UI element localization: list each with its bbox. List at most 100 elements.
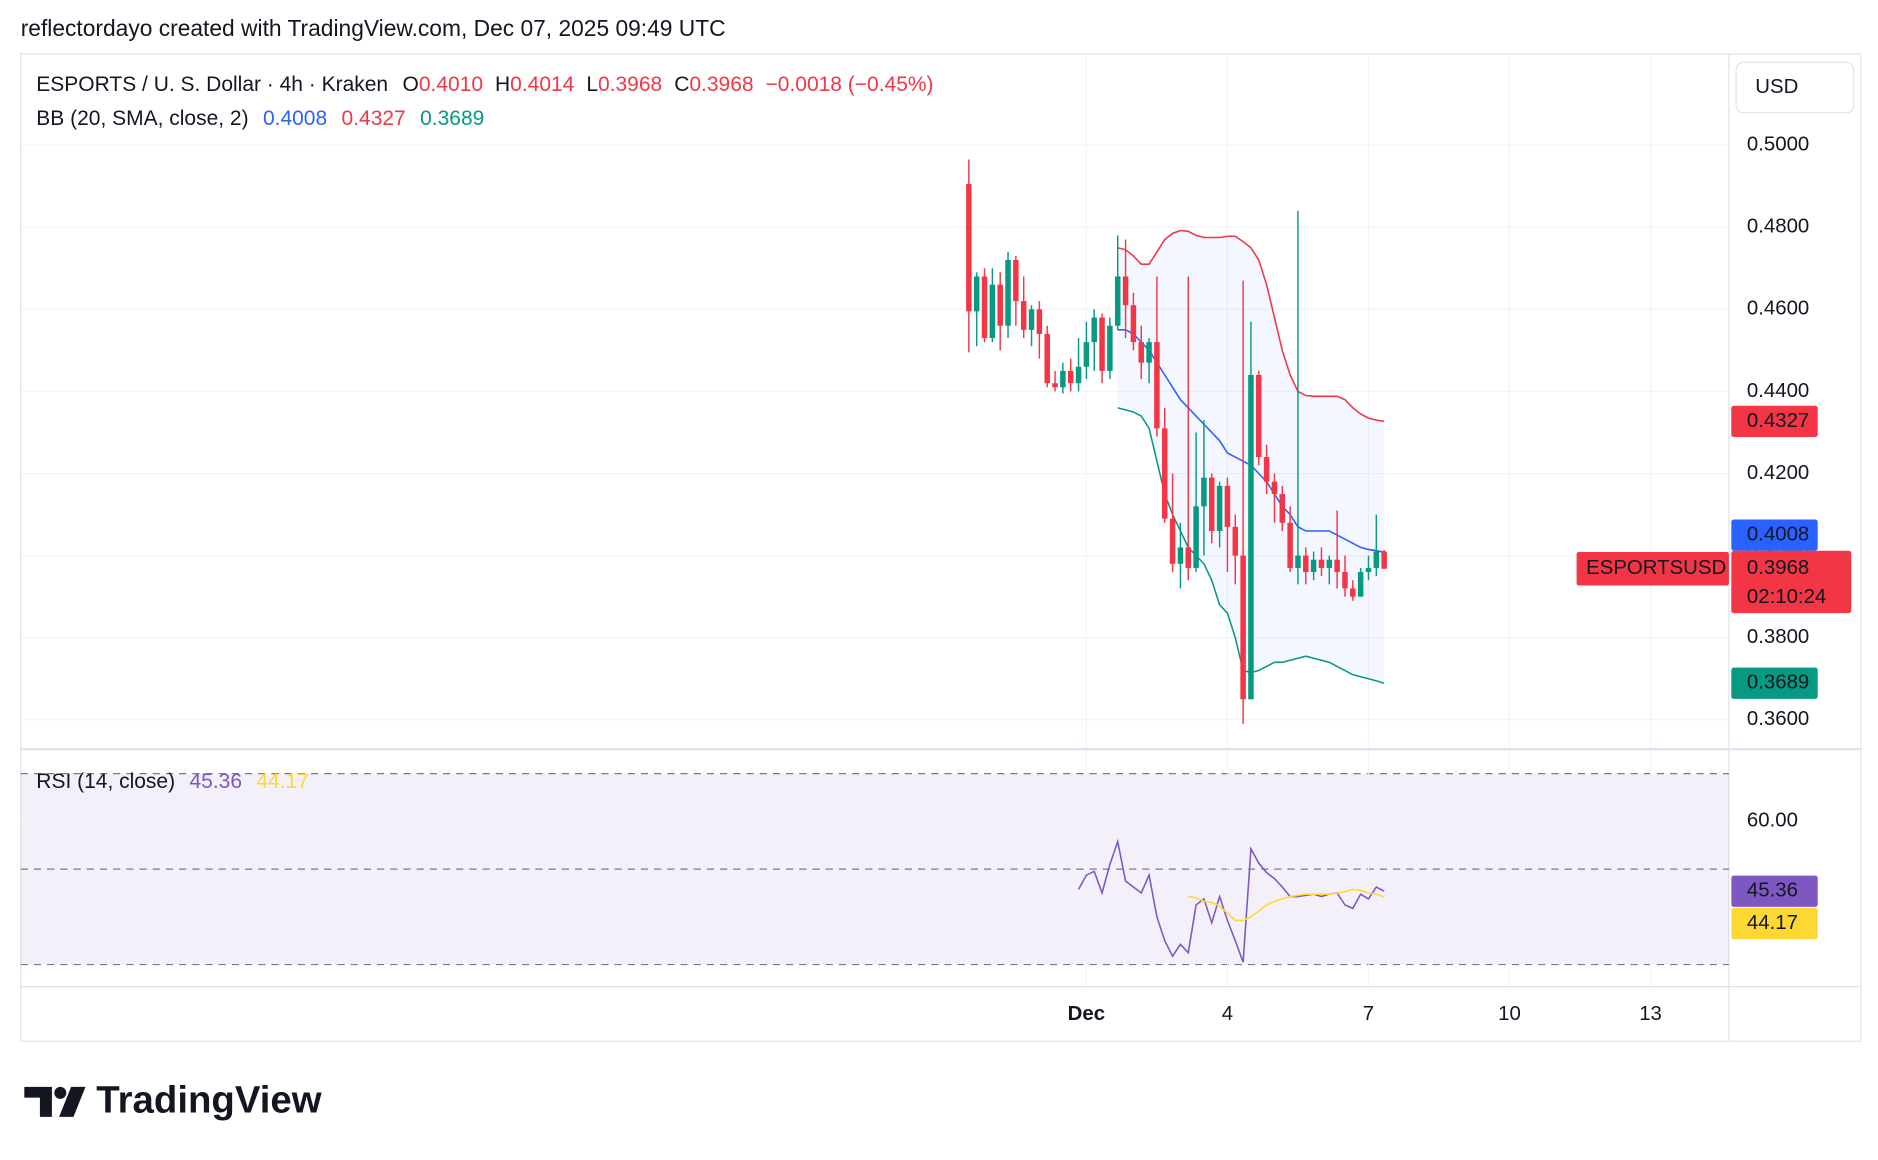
candle-body bbox=[1224, 485, 1231, 527]
candle-body bbox=[1154, 342, 1160, 429]
candle-body bbox=[1099, 317, 1105, 371]
candle-body bbox=[1036, 309, 1043, 334]
legend-text: RSI (14, close) bbox=[36, 770, 175, 793]
frame bbox=[20, 53, 1862, 1042]
candle-body bbox=[1263, 457, 1270, 482]
candle-body bbox=[1052, 383, 1058, 388]
candle-body bbox=[1138, 342, 1144, 363]
legend-text: ESPORTS / U. S. Dollar · 4h · Kraken bbox=[36, 73, 388, 96]
candle-body bbox=[1326, 559, 1333, 568]
candle-body bbox=[1357, 572, 1364, 597]
y-tick-label: 0.4200 bbox=[1747, 462, 1809, 484]
candle-body bbox=[981, 276, 988, 339]
symbol-tag-bg bbox=[1576, 551, 1729, 586]
legend-text: 0.4014 bbox=[510, 73, 575, 96]
price-tag-bg bbox=[1731, 667, 1818, 699]
rsi-tag-bg bbox=[1731, 908, 1818, 940]
candle-body bbox=[1177, 547, 1184, 564]
brand-name: TradingView bbox=[96, 1079, 321, 1122]
candle-body bbox=[1169, 518, 1176, 564]
close-tag-bg bbox=[1731, 550, 1852, 614]
symbol-tag: ESPORTSUSD bbox=[1586, 557, 1726, 579]
rsi-band bbox=[20, 773, 1729, 965]
candle-body bbox=[1287, 522, 1293, 568]
candle-body bbox=[1028, 309, 1035, 330]
candle-body bbox=[1107, 325, 1113, 371]
legend-text: C bbox=[674, 73, 689, 96]
x-tick-label: 7 bbox=[1363, 1003, 1374, 1025]
candle-body bbox=[997, 284, 1003, 326]
x-tick-label: 10 bbox=[1498, 1003, 1521, 1025]
candle-body bbox=[1318, 559, 1325, 568]
candle-body bbox=[1201, 477, 1207, 507]
candle-body bbox=[1271, 481, 1278, 495]
legend-text: H bbox=[495, 73, 510, 96]
y-tick-label: 0.3800 bbox=[1747, 626, 1809, 648]
candle-body bbox=[1381, 551, 1387, 569]
logo-dot bbox=[54, 1086, 67, 1099]
candle-body bbox=[1365, 567, 1372, 573]
candle-body bbox=[1060, 370, 1066, 388]
candle-body bbox=[1240, 555, 1246, 700]
close-tag: 0.3968 bbox=[1747, 557, 1809, 579]
candle-body bbox=[1005, 260, 1011, 326]
candle-body bbox=[966, 184, 972, 312]
candle-body bbox=[1044, 333, 1050, 384]
price-tag: 0.4327 bbox=[1747, 410, 1809, 432]
logo-mark bbox=[24, 1086, 52, 1117]
legend-text: 0.3968 bbox=[598, 73, 662, 96]
y-tick-label: 0.4600 bbox=[1747, 298, 1809, 320]
candle-body bbox=[1162, 428, 1168, 519]
countdown: 02:10:24 bbox=[1747, 586, 1826, 608]
candle-body bbox=[1130, 305, 1137, 343]
rsi-tag: 45.36 bbox=[1747, 880, 1798, 902]
currency[interactable]: USD bbox=[1755, 76, 1798, 98]
currency-box[interactable] bbox=[1735, 61, 1855, 114]
candle-body bbox=[1122, 276, 1129, 306]
price-tag-bg bbox=[1731, 519, 1818, 551]
legend-text: O bbox=[403, 73, 419, 96]
brand-logo bbox=[24, 1086, 86, 1117]
y-tick-label: 60.00 bbox=[1747, 810, 1798, 832]
legend-text: −0.0018 (−0.45%) bbox=[766, 73, 934, 96]
candle-body bbox=[1303, 555, 1309, 573]
legend: RSI (14, close) 45.36 44.17 bbox=[36, 770, 309, 793]
candle-body bbox=[1279, 494, 1286, 523]
candle-body bbox=[1193, 506, 1199, 568]
header: reflectordayo created with TradingView.c… bbox=[21, 15, 726, 41]
price-tag: 0.3689 bbox=[1747, 672, 1809, 694]
legend-text: BB (20, SMA, close, 2) bbox=[36, 106, 248, 129]
candle-body bbox=[1295, 555, 1301, 568]
legend-text: 44.17 bbox=[256, 770, 309, 793]
price-tag-bg bbox=[1731, 405, 1818, 437]
line-series bbox=[1117, 229, 1385, 423]
x-tick-label: Dec bbox=[1068, 1003, 1105, 1025]
candle-body bbox=[1114, 276, 1121, 326]
legend-text: L bbox=[586, 73, 598, 96]
y-tick-label: 0.3600 bbox=[1747, 708, 1809, 730]
x-tick-label: 13 bbox=[1639, 1003, 1662, 1025]
candle-body bbox=[1334, 559, 1340, 573]
price-tag: 0.4008 bbox=[1747, 524, 1809, 546]
candle-body bbox=[1075, 366, 1082, 384]
legend-text: 0.4008 bbox=[263, 106, 327, 129]
candle-body bbox=[1350, 588, 1356, 597]
y-tick-label: 0.5000 bbox=[1747, 134, 1809, 156]
candle-body bbox=[1091, 317, 1097, 343]
legend-text: 0.3968 bbox=[689, 73, 753, 96]
candle-body bbox=[1310, 559, 1317, 573]
legend-text: 0.4010 bbox=[419, 73, 483, 96]
candle-body bbox=[1067, 370, 1074, 384]
line-series bbox=[1188, 888, 1385, 922]
rsi-tag-bg bbox=[1731, 875, 1818, 907]
candle-body bbox=[1373, 551, 1380, 568]
candle-body bbox=[1216, 485, 1223, 531]
candle-body bbox=[1209, 477, 1215, 531]
y-tick-label: 0.4400 bbox=[1747, 380, 1809, 402]
legend-text: 0.3689 bbox=[420, 106, 484, 129]
candle-body bbox=[989, 284, 996, 339]
legend: BB (20, SMA, close, 2) 0.4008 0.4327 0.3689 bbox=[36, 106, 484, 129]
